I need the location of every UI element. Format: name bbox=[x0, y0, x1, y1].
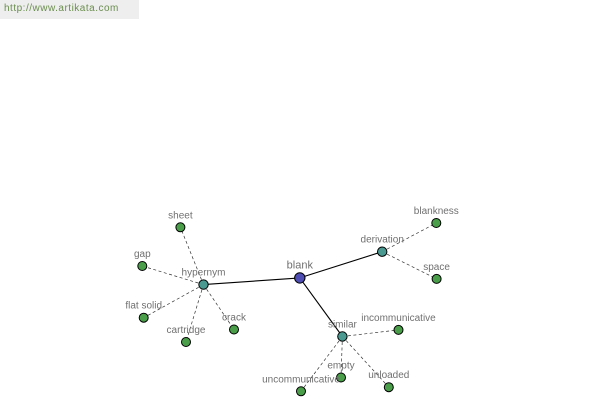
svg-text:similar: similar bbox=[328, 320, 358, 331]
svg-text:cartridge: cartridge bbox=[167, 325, 206, 336]
svg-text:derivation: derivation bbox=[361, 235, 404, 246]
svg-text:blankness: blankness bbox=[414, 206, 459, 217]
svg-text:space: space bbox=[423, 262, 450, 273]
svg-text:uncommunicative: uncommunicative bbox=[262, 374, 340, 385]
svg-text:empty: empty bbox=[327, 361, 354, 372]
svg-text:sheet: sheet bbox=[168, 210, 193, 221]
svg-text:crack: crack bbox=[222, 313, 247, 324]
svg-text:flat solid: flat solid bbox=[125, 301, 162, 312]
svg-text:hypernym: hypernym bbox=[182, 268, 226, 279]
svg-text:gap: gap bbox=[134, 249, 151, 260]
svg-text:unloaded: unloaded bbox=[368, 370, 409, 381]
svg-text:incommunicative: incommunicative bbox=[361, 313, 436, 324]
svg-text:blank: blank bbox=[287, 259, 314, 271]
